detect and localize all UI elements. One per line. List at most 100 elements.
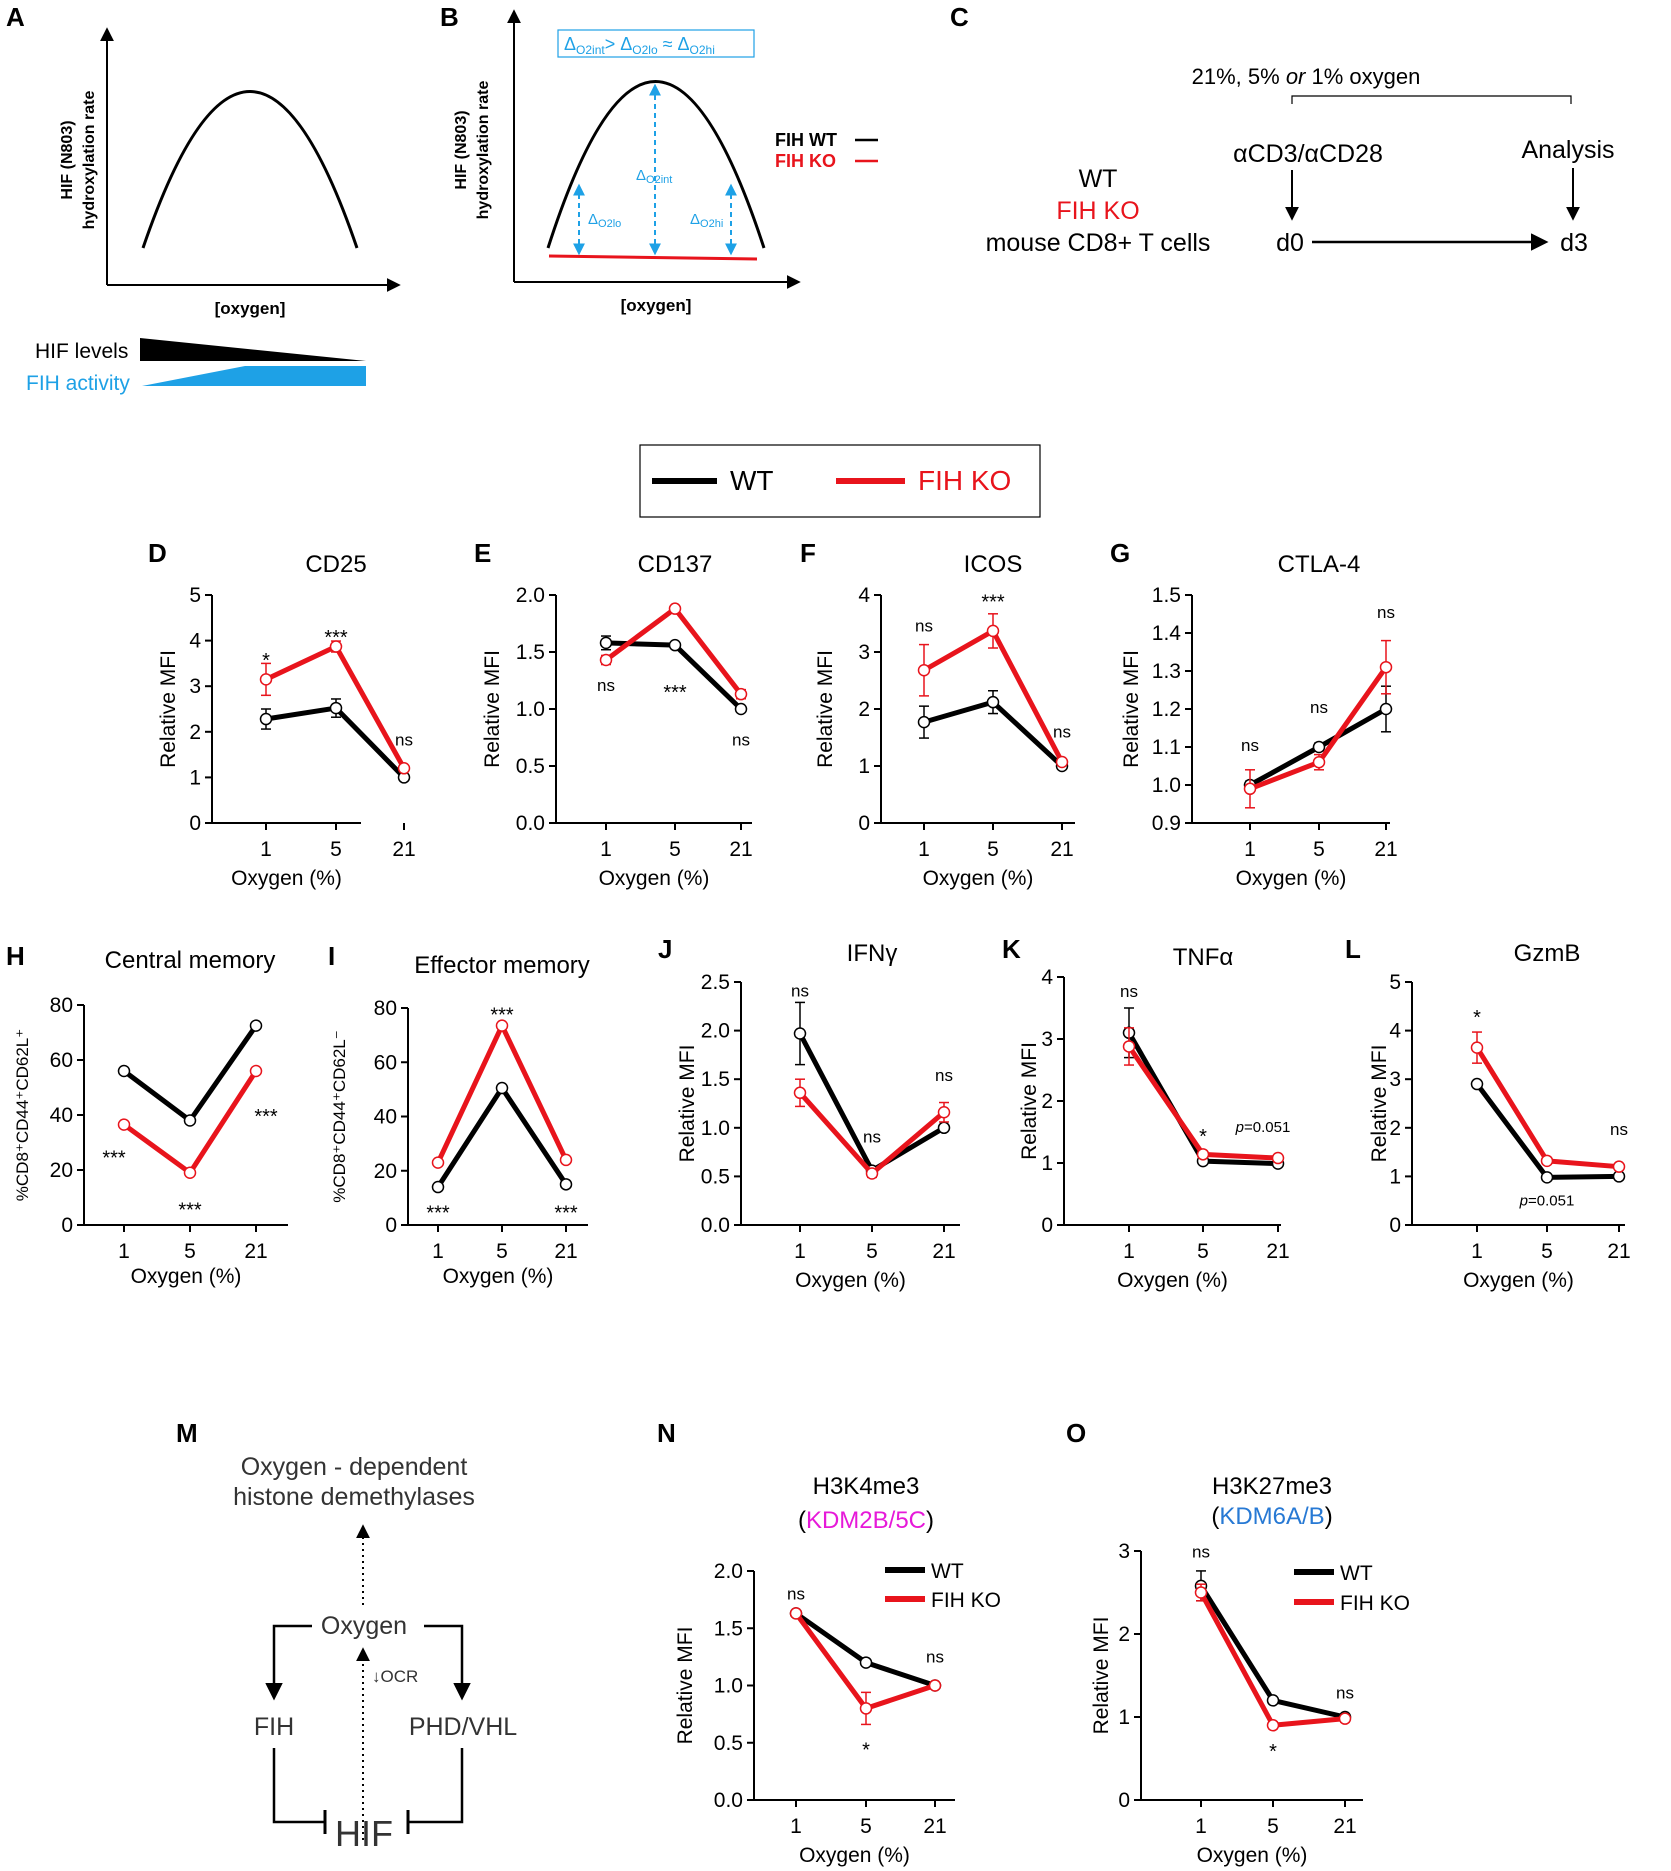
chart-subtitle: (KDM6A/B) bbox=[1211, 1503, 1332, 1530]
y-tick-label: 80 bbox=[374, 997, 397, 1020]
y-tick-label: 80 bbox=[50, 994, 73, 1017]
data-point bbox=[668, 602, 682, 615]
p-value-label: p=0.051 bbox=[1519, 1193, 1575, 1210]
y-axis-label: Relative MFI bbox=[814, 650, 837, 768]
y-tick-label: 1.1 bbox=[1152, 736, 1181, 759]
y-tick-label: 0 bbox=[189, 812, 201, 835]
data-point bbox=[937, 1105, 951, 1119]
significance-label: ns bbox=[395, 730, 413, 749]
y-tick-label: 3 bbox=[1389, 1068, 1401, 1091]
series-line bbox=[794, 1611, 936, 1688]
y-tick-label: 1.2 bbox=[1152, 698, 1181, 721]
x-tick-label: 5 bbox=[669, 838, 681, 861]
x-axis-label: Oxygen (%) bbox=[799, 1844, 910, 1867]
data-point bbox=[259, 673, 273, 686]
y-tick-label: 1.4 bbox=[1152, 622, 1182, 645]
y-tick-label: 1.0 bbox=[714, 1675, 743, 1698]
data-point bbox=[1540, 1154, 1554, 1168]
y-tick-label: 1.5 bbox=[701, 1068, 730, 1091]
hydroxylation-curve bbox=[141, 90, 359, 249]
x-tick-label: 21 bbox=[1266, 1240, 1289, 1263]
significance-label: ns bbox=[1241, 736, 1259, 755]
significance-label: ns bbox=[926, 1648, 944, 1667]
data-point bbox=[1122, 1040, 1136, 1053]
chart-legend: WT FIH KO bbox=[1294, 1562, 1410, 1615]
y-tick-label: 0.0 bbox=[701, 1214, 730, 1237]
data-point bbox=[986, 624, 1000, 638]
y-tick-label: 2 bbox=[1389, 1117, 1401, 1140]
significance-label: ns bbox=[1377, 603, 1395, 622]
x-tick-label: 1 bbox=[1123, 1240, 1135, 1263]
data-point bbox=[734, 687, 748, 701]
x-axis-label: Oxygen (%) bbox=[1197, 1844, 1308, 1867]
series-line bbox=[122, 1024, 259, 1123]
significance-label: ns bbox=[1053, 723, 1071, 742]
y-axis-label: Relative MFI bbox=[157, 650, 180, 768]
significance-label: * bbox=[1199, 1126, 1207, 1148]
p-value-label: p=0.051 bbox=[1235, 1119, 1291, 1136]
data-point bbox=[559, 1153, 573, 1167]
y-axis-label: Relative MFI bbox=[1090, 1617, 1113, 1735]
data-point bbox=[495, 1081, 509, 1095]
y-axis-label: Relative MFI bbox=[481, 650, 504, 768]
x-tick-label: 1 bbox=[794, 1240, 806, 1263]
data-point bbox=[793, 1027, 807, 1040]
y-tick-label: 2.0 bbox=[701, 1020, 730, 1043]
panel-label-j: J bbox=[658, 934, 672, 964]
x-tick-label: 5 bbox=[496, 1240, 508, 1263]
y-axis-label-line2: hydroxylation rate bbox=[81, 91, 98, 230]
fih-inhibits-hif bbox=[272, 1748, 325, 1824]
panel-b: B ΔO2int> ΔO2lo ≈ ΔO2hi ΔO2lo ΔO2int ΔO2… bbox=[440, 2, 878, 315]
y-axis-label: Relative MFI bbox=[1018, 1042, 1041, 1160]
delta-lo-label: ΔO2lo bbox=[588, 211, 621, 230]
y-tick-label: 3 bbox=[1041, 1028, 1053, 1051]
series-wt bbox=[793, 1001, 951, 1177]
data-point bbox=[668, 638, 682, 652]
data-point bbox=[495, 1019, 509, 1032]
cells-label: mouse CD8+ T cells bbox=[986, 229, 1211, 257]
chart-title: TNFα bbox=[1173, 944, 1234, 971]
main-legend: WT FIH KO bbox=[639, 444, 1041, 518]
series-wt bbox=[117, 1019, 263, 1127]
y-tick-label: 1.0 bbox=[701, 1117, 730, 1140]
x-axis-label: Oxygen (%) bbox=[131, 1265, 242, 1288]
hif-node: HIF bbox=[335, 1813, 393, 1854]
day0-label: d0 bbox=[1276, 229, 1304, 257]
y-tick-label: 0.5 bbox=[714, 1732, 743, 1755]
y-tick-label: 0.5 bbox=[701, 1165, 730, 1188]
fih-activity-label: FIH activity bbox=[26, 372, 130, 395]
x-tick-label: 1 bbox=[790, 1815, 802, 1838]
panel-m: M Oxygen - dependent histone demethylase… bbox=[176, 1418, 517, 1854]
panel-label-f: F bbox=[800, 538, 816, 568]
day3-label: d3 bbox=[1560, 229, 1588, 257]
x-axis-label: Oxygen (%) bbox=[1117, 1269, 1228, 1292]
chart-g: G CTLA-4 0.9 1.0 1.1 1.2 1.3 1.4 1.5 1 5 21 Oxygen (… bbox=[1110, 538, 1398, 890]
chart-subtitle: (KDM2B/5C) bbox=[798, 1507, 934, 1534]
significance-label: *** bbox=[324, 627, 348, 649]
series-fih-ko bbox=[599, 602, 748, 701]
x-axis-label: Oxygen (%) bbox=[599, 867, 710, 890]
y-tick-label: 60 bbox=[50, 1049, 73, 1072]
fih-node: FIH bbox=[254, 1713, 294, 1741]
chart-title: IFNγ bbox=[847, 940, 898, 967]
data-point bbox=[259, 712, 273, 726]
x-tick-label: 1 bbox=[432, 1240, 444, 1263]
wt-label: WT bbox=[1079, 165, 1118, 193]
oxygen-node: Oxygen bbox=[321, 1612, 407, 1640]
y-axis-label: %CD8⁺CD44⁺CD62L⁺ bbox=[13, 1029, 32, 1201]
stimulation-label: αCD3/αCD28 bbox=[1233, 140, 1383, 168]
series-fih-ko bbox=[793, 1078, 951, 1180]
x-axis-label: [oxygen] bbox=[621, 296, 692, 315]
x-axis-label: Oxygen (%) bbox=[443, 1265, 554, 1288]
panel-label-h: H bbox=[6, 941, 25, 971]
significance-label: *** bbox=[490, 1004, 514, 1026]
y-tick-label: 1 bbox=[189, 766, 201, 789]
series-wt bbox=[259, 698, 411, 784]
y-tick-label: 5 bbox=[189, 584, 201, 607]
data-point bbox=[1266, 1694, 1280, 1707]
delta-int-label: ΔO2int bbox=[636, 167, 672, 186]
data-point bbox=[865, 1167, 879, 1180]
series-wt bbox=[789, 1607, 942, 1692]
conditions-bracket bbox=[1291, 95, 1572, 104]
